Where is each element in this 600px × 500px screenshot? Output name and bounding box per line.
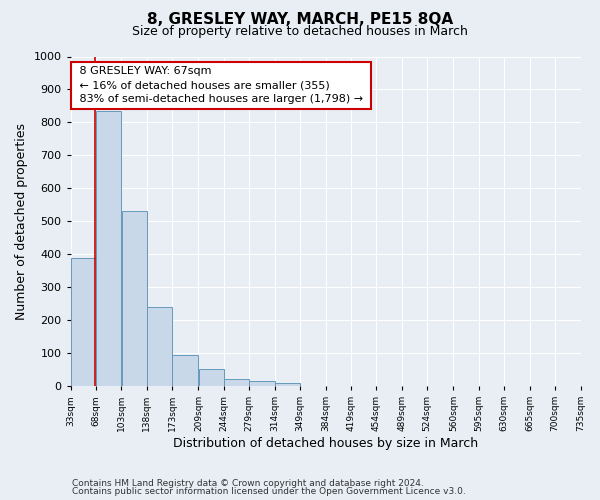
- Y-axis label: Number of detached properties: Number of detached properties: [15, 123, 28, 320]
- Bar: [122, 212, 146, 386]
- Text: 8 GRESLEY WAY: 67sqm 
 ← 16% of detached houses are smaller (355) 
 83% of semi-: 8 GRESLEY WAY: 67sqm ← 16% of detached h…: [76, 66, 367, 104]
- Text: Contains HM Land Registry data © Crown copyright and database right 2024.: Contains HM Land Registry data © Crown c…: [72, 478, 424, 488]
- Bar: [71, 258, 96, 386]
- Bar: [96, 111, 121, 386]
- Bar: [172, 354, 197, 386]
- Bar: [199, 369, 224, 386]
- Text: Size of property relative to detached houses in March: Size of property relative to detached ho…: [132, 25, 468, 38]
- Bar: [275, 382, 300, 386]
- Bar: [250, 381, 275, 386]
- Bar: [224, 380, 249, 386]
- Text: 8, GRESLEY WAY, MARCH, PE15 8QA: 8, GRESLEY WAY, MARCH, PE15 8QA: [147, 12, 453, 28]
- Text: Contains public sector information licensed under the Open Government Licence v3: Contains public sector information licen…: [72, 487, 466, 496]
- X-axis label: Distribution of detached houses by size in March: Distribution of detached houses by size …: [173, 437, 478, 450]
- Bar: [147, 307, 172, 386]
